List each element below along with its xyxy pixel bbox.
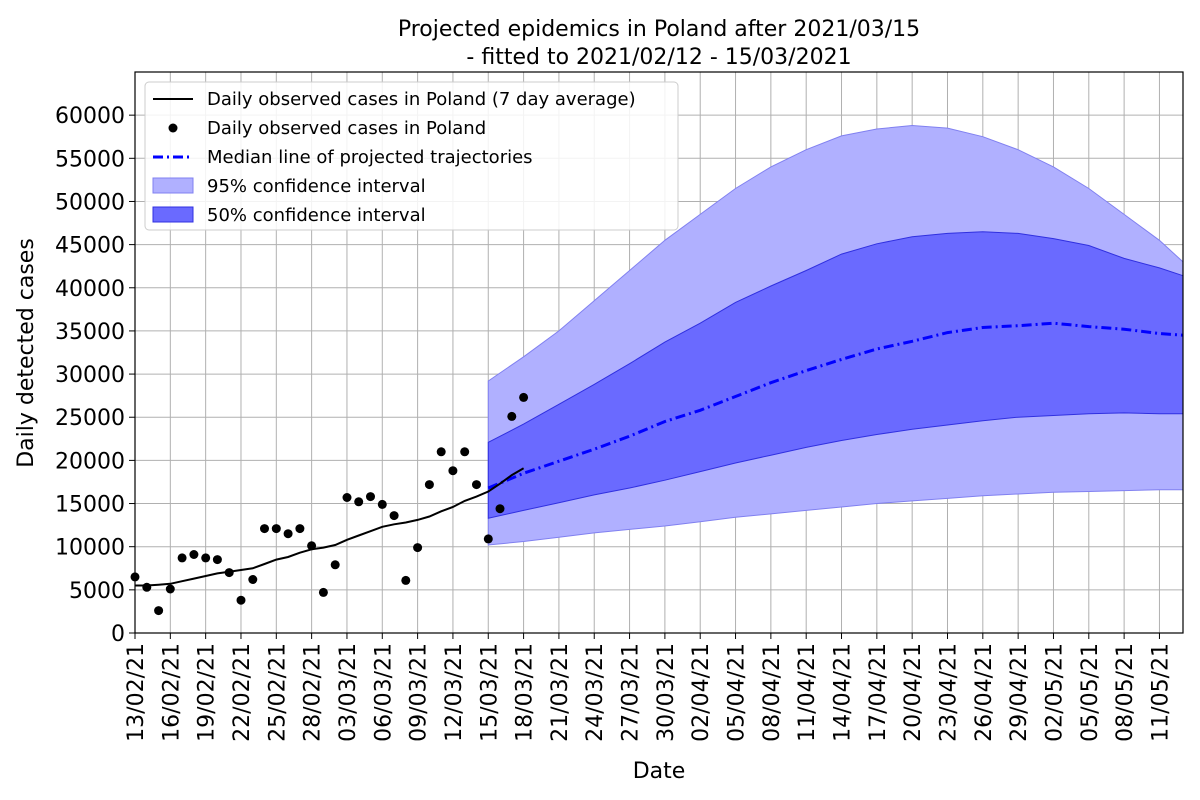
- x-tick-label: 29/04/21: [1007, 643, 1032, 742]
- x-tick-label: 20/04/21: [901, 643, 926, 742]
- x-tick-label: 11/04/21: [795, 643, 820, 742]
- observed-point: [366, 492, 375, 502]
- series: [130, 321, 1184, 616]
- y-tick-label: 10000: [55, 536, 125, 561]
- y-tick-label: 30000: [55, 363, 125, 388]
- legend: Daily observed cases in Poland (7 day av…: [144, 81, 679, 231]
- observed-point: [495, 504, 505, 514]
- observed-point: [154, 606, 164, 616]
- observed-point: [472, 480, 481, 490]
- observed-point: [142, 582, 152, 592]
- x-tick-label: 11/05/21: [1148, 643, 1173, 742]
- observed-point: [448, 466, 458, 476]
- legend-label: 50% confidence interval: [207, 205, 426, 226]
- x-tick-label: 12/03/21: [442, 643, 467, 742]
- y-tick-label: 0: [111, 622, 125, 647]
- x-tick-label: 13/02/21: [124, 643, 149, 742]
- legend-swatch-ci50: [152, 206, 194, 223]
- observed-point: [307, 541, 317, 551]
- x-tick-label: 05/05/21: [1078, 643, 1103, 742]
- y-tick-label: 25000: [55, 406, 125, 431]
- x-tick-label: 02/05/21: [1042, 643, 1067, 742]
- x-tick-label: 21/03/21: [548, 643, 573, 742]
- x-tick-label: 23/04/21: [936, 643, 961, 742]
- observed-point: [318, 587, 328, 597]
- y-tick-label: 5000: [69, 579, 125, 604]
- x-tick-label: 18/03/21: [513, 643, 538, 742]
- x-tick-label: 28/02/21: [301, 643, 326, 742]
- y-tick-label: 45000: [55, 234, 125, 259]
- observed-point: [283, 529, 293, 539]
- x-tick-label: 14/04/21: [831, 643, 856, 742]
- observed-point: [519, 392, 529, 402]
- x-tick-label: 09/03/21: [407, 643, 432, 742]
- observed-point: [201, 553, 211, 563]
- observed-point: [424, 480, 434, 490]
- chart-title: Projected epidemics in Poland after 2021…: [398, 17, 920, 42]
- y-tick-label: 40000: [55, 277, 125, 302]
- observed-point: [401, 575, 411, 585]
- x-tick-label: 27/03/21: [619, 643, 644, 742]
- observed-point: [342, 493, 352, 502]
- x-axis-label: Date: [633, 759, 686, 784]
- x-tick-label: 22/02/21: [230, 643, 255, 742]
- x-tick-label: 17/04/21: [866, 643, 891, 742]
- y-tick-label: 35000: [55, 320, 125, 345]
- observed-point: [212, 555, 222, 565]
- legend-swatch-ci95: [152, 177, 194, 194]
- y-tick-label: 60000: [55, 104, 125, 129]
- x-tick-label: 24/03/21: [583, 643, 608, 742]
- legend-label: 95% confidence interval: [207, 176, 426, 197]
- x-tick-label: 06/03/21: [371, 643, 396, 742]
- average-line: [135, 467, 525, 587]
- y-tick-label: 20000: [55, 449, 125, 474]
- legend-label: Daily observed cases in Poland: [207, 118, 486, 139]
- observed-point: [377, 499, 387, 509]
- observed-point: [413, 543, 423, 553]
- legend-swatch-observed: [168, 123, 178, 133]
- chart-subtitle: - fitted to 2021/02/12 - 15/03/2021: [466, 45, 851, 70]
- y-tick-label: 15000: [55, 493, 125, 518]
- observed-point: [295, 524, 305, 534]
- x-tick-label: 30/03/21: [654, 643, 679, 742]
- x-tick-label: 05/04/21: [725, 643, 750, 742]
- observed-point: [354, 497, 364, 507]
- y-tick-label: 55000: [55, 147, 125, 172]
- median-line: [487, 321, 1184, 490]
- observed-point: [177, 553, 187, 563]
- observed-point: [460, 447, 470, 457]
- observed-point: [436, 447, 446, 457]
- x-tick-label: 02/04/21: [689, 643, 714, 742]
- observed-point: [165, 584, 175, 594]
- x-tick-label: 08/05/21: [1113, 643, 1138, 742]
- observed-point: [389, 511, 399, 521]
- observed-point: [248, 575, 258, 584]
- plot-frame: [134, 71, 1184, 634]
- axes: 13/02/21 16/02/21 19/02/21 22/02/21 25/02/21…: [55, 71, 1184, 742]
- x-tick-label: 19/02/21: [195, 643, 220, 742]
- observed-point: [260, 524, 269, 534]
- legend-label: Median line of projected trajectories: [207, 147, 533, 168]
- x-tick-label: 16/02/21: [159, 643, 184, 742]
- observed-point: [224, 568, 234, 578]
- x-tick-label: 08/04/21: [760, 643, 785, 742]
- x-tick-label: 15/03/21: [477, 643, 502, 742]
- x-tick-label: 25/02/21: [265, 643, 290, 742]
- observed-point: [189, 550, 199, 559]
- x-tick-label: 03/03/21: [336, 643, 361, 742]
- observed-point: [271, 524, 281, 534]
- y-tick-label: 50000: [55, 190, 125, 215]
- y-axis-label: Daily detected cases: [14, 238, 39, 468]
- x-tick-label: 26/04/21: [972, 643, 997, 742]
- observed-point: [507, 411, 517, 421]
- observed-point: [236, 595, 246, 605]
- observed-point: [483, 534, 493, 544]
- legend-box: [144, 81, 679, 231]
- legend-label: Daily observed cases in Poland (7 day av…: [207, 89, 636, 110]
- observed-point: [330, 560, 340, 570]
